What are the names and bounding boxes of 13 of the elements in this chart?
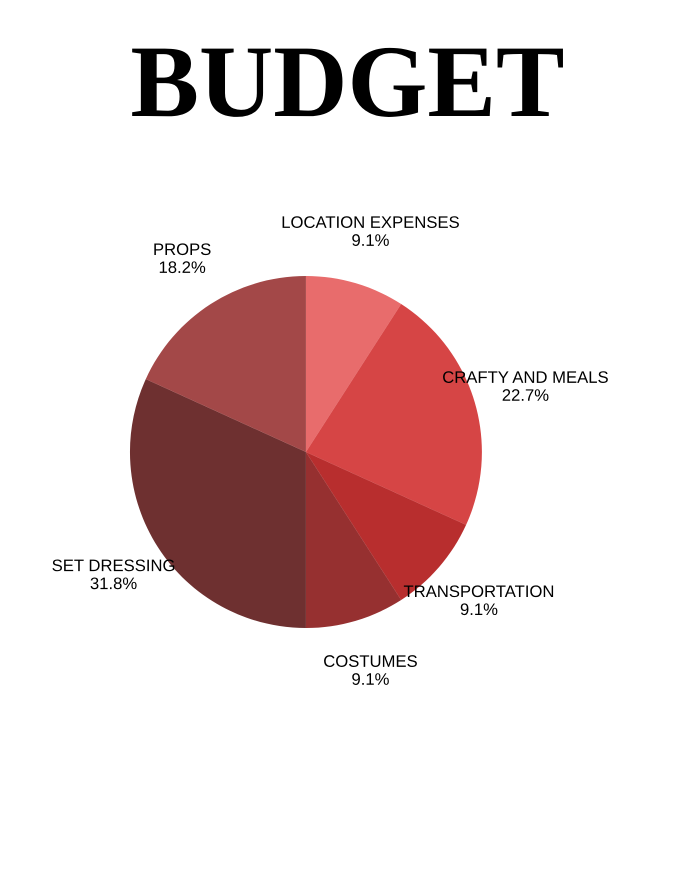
slice-label: PROPS bbox=[154, 243, 211, 256]
data-label: 22.7% bbox=[502, 389, 548, 401]
data-label: 31.8% bbox=[90, 577, 137, 590]
data-label: 9.1% bbox=[352, 673, 389, 685]
pie-slice bbox=[146, 276, 306, 452]
slice-label: LOCATION EXPENSES bbox=[282, 216, 459, 228]
data-label: 9.1% bbox=[352, 234, 389, 246]
pie-slice bbox=[306, 452, 402, 628]
data-label: 18.2% bbox=[160, 261, 206, 274]
slice-label: COSTUMES bbox=[324, 655, 417, 667]
pie-slice bbox=[306, 276, 402, 452]
chart-title: BUDGET bbox=[132, 48, 563, 117]
data-label: 9.1% bbox=[460, 603, 498, 616]
